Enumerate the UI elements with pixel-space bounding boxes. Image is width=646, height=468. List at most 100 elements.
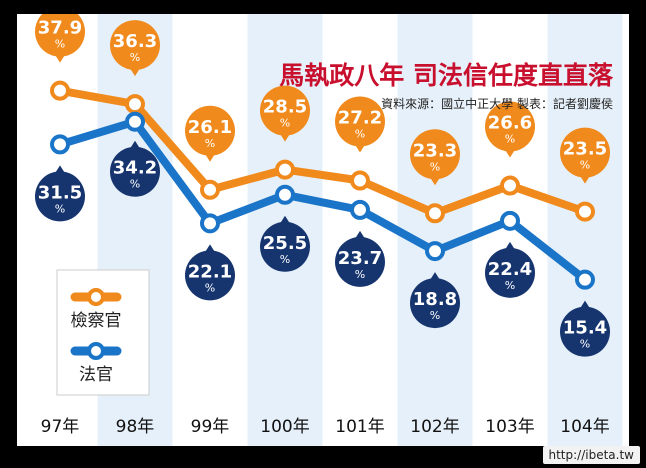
series-line-prosecutors bbox=[56, 86, 589, 218]
data-point-prosecutors bbox=[125, 94, 145, 115]
legend-item-prosecutors: 檢察官 bbox=[70, 288, 122, 331]
series-line-judges bbox=[56, 117, 589, 284]
data-label: 36.3 bbox=[113, 31, 157, 52]
bubble-circle bbox=[35, 171, 85, 222]
chart-source: 資料來源：國立中正大學 製表：記者劉慶侯 bbox=[381, 96, 613, 111]
x-tick-label: 102年 bbox=[410, 417, 459, 437]
data-point-judges bbox=[125, 111, 145, 132]
data-point-judges bbox=[425, 241, 445, 262]
data-label: 23.3 bbox=[413, 140, 457, 161]
chart-panel: 37.9% 36.3% 26.1% 28.5% 27.2% 23.3% 26.6% 23.5%… bbox=[17, 14, 629, 446]
bubble-circle bbox=[260, 85, 310, 136]
legend-label: 檢察官 bbox=[71, 311, 122, 331]
data-label-prosecutors: 27.2% bbox=[335, 96, 385, 153]
bubble-circle bbox=[110, 20, 160, 71]
line-chart: 37.9% 36.3%26.1%28.5% 27.2%23.3%26.6% 23.5%… bbox=[35, 14, 623, 446]
data-point-judges bbox=[575, 269, 595, 290]
x-tick-label: 101年 bbox=[335, 417, 384, 437]
bubble-circle bbox=[335, 96, 385, 147]
data-label-judges: 22.1% bbox=[185, 244, 235, 301]
x-tick-label: 98年 bbox=[116, 417, 155, 437]
data-point-prosecutors bbox=[50, 80, 70, 101]
data-point-judges bbox=[350, 199, 370, 220]
bubble-circle bbox=[110, 146, 160, 197]
data-label-judges: 22.4% bbox=[485, 241, 535, 298]
column-stripe bbox=[547, 14, 623, 446]
column-stripe bbox=[397, 14, 473, 446]
bubble-circle bbox=[185, 105, 235, 156]
bubble-circle bbox=[410, 278, 460, 329]
data-label-judges: 15.4% bbox=[560, 300, 610, 357]
bubble-circle bbox=[560, 306, 610, 357]
bubble-circle bbox=[485, 101, 535, 152]
chart-title: 馬執政八年 司法信任度直直落 bbox=[279, 61, 614, 90]
data-label-prosecutors: 26.1% bbox=[185, 105, 235, 162]
data-label: 26.1 bbox=[188, 117, 232, 138]
data-label-judges: 34.2% bbox=[110, 140, 160, 197]
data-point-prosecutors bbox=[575, 201, 595, 222]
data-label-prosecutors: 23.5% bbox=[560, 127, 610, 184]
bubble-circle bbox=[185, 250, 235, 301]
legend-swatch-marker bbox=[87, 342, 105, 360]
x-tick-label: 99年 bbox=[191, 417, 230, 437]
data-point-judges bbox=[500, 210, 520, 231]
data-label: 22.1 bbox=[188, 261, 232, 282]
x-tick-label: 100年 bbox=[260, 417, 309, 437]
data-label-unit: % bbox=[505, 279, 515, 292]
bubble-circle bbox=[560, 127, 610, 178]
bubble-circle bbox=[35, 14, 85, 57]
data-label-judges: 18.8% bbox=[410, 272, 460, 329]
data-label-unit: % bbox=[280, 117, 290, 130]
data-label: 15.4 bbox=[563, 318, 607, 339]
data-label-unit: % bbox=[355, 128, 365, 141]
data-label-prosecutors: 23.3% bbox=[410, 129, 460, 186]
x-tick-label: 97年 bbox=[41, 417, 80, 437]
watermark: http://ibeta.tw bbox=[542, 446, 640, 464]
data-label-unit: % bbox=[55, 202, 65, 215]
data-label-unit: % bbox=[130, 178, 140, 191]
data-label: 31.5 bbox=[38, 182, 82, 203]
data-label-unit: % bbox=[505, 133, 515, 146]
data-label-judges: 25.5% bbox=[260, 215, 310, 272]
data-label: 34.2 bbox=[113, 158, 157, 179]
data-label: 23.5 bbox=[563, 139, 607, 160]
data-label: 27.2 bbox=[338, 108, 382, 129]
bubble-circle bbox=[260, 221, 310, 272]
data-label: 26.6 bbox=[488, 113, 532, 134]
legend-box bbox=[56, 269, 150, 396]
data-label-unit: % bbox=[130, 51, 140, 64]
data-label-prosecutors: 28.5% bbox=[260, 85, 310, 142]
data-point-prosecutors bbox=[500, 175, 520, 196]
data-label-unit: % bbox=[430, 309, 440, 322]
data-label-prosecutors: 36.3% bbox=[110, 20, 160, 77]
data-label-unit: % bbox=[205, 137, 215, 150]
data-label-prosecutors: 26.6% bbox=[485, 101, 535, 158]
bubble-circle bbox=[335, 236, 385, 287]
data-label: 18.8 bbox=[413, 289, 457, 310]
data-point-judges bbox=[200, 213, 220, 234]
data-label-unit: % bbox=[580, 338, 590, 351]
data-label-judges: 31.5% bbox=[35, 165, 85, 222]
bubble-circle bbox=[410, 129, 460, 180]
data-label: 22.4 bbox=[488, 259, 532, 280]
data-label-unit: % bbox=[205, 281, 215, 294]
data-label-judges: 23.7% bbox=[335, 230, 385, 287]
data-label-unit: % bbox=[430, 160, 440, 173]
data-label: 23.7 bbox=[338, 248, 382, 269]
data-point-prosecutors bbox=[350, 170, 370, 191]
legend-swatch-marker bbox=[87, 288, 105, 306]
bubble-circle bbox=[485, 247, 535, 298]
legend-label: 法官 bbox=[79, 365, 113, 385]
data-point-judges bbox=[50, 134, 70, 155]
data-label: 28.5 bbox=[263, 97, 307, 118]
data-label-unit: % bbox=[580, 159, 590, 172]
data-label-unit: % bbox=[55, 38, 65, 51]
data-point-prosecutors bbox=[425, 203, 445, 224]
data-label-unit: % bbox=[280, 253, 290, 266]
data-label-prosecutors: 37.9% bbox=[35, 14, 85, 63]
data-point-judges bbox=[275, 184, 295, 205]
data-label-unit: % bbox=[355, 268, 365, 281]
data-point-prosecutors bbox=[200, 179, 220, 200]
data-label: 25.5 bbox=[263, 233, 307, 254]
